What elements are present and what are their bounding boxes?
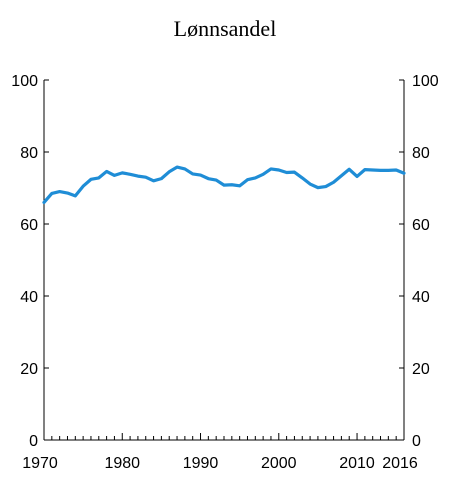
y-tick-label-left: 40 bbox=[20, 289, 38, 306]
y-tick-label-right: 60 bbox=[412, 217, 430, 234]
y-tick-label-left: 0 bbox=[29, 433, 38, 450]
y-tick-label-right: 0 bbox=[412, 433, 421, 450]
x-tick-label: 2000 bbox=[261, 455, 297, 472]
tick-labels: 0 0 20 20 40 40 60 60 80 80 100 100 1970 1980 1990 2000… bbox=[11, 73, 439, 472]
x-tick-label: 1980 bbox=[104, 455, 140, 472]
chart-title: Lønnsandel bbox=[174, 16, 277, 41]
x-tick-label: 2010 bbox=[339, 455, 375, 472]
axes bbox=[43, 80, 405, 441]
y-tick-label-left: 80 bbox=[20, 145, 38, 162]
x-tick-label: 2016 bbox=[382, 455, 418, 472]
series-line bbox=[42, 165, 406, 204]
y-tick-label-right: 100 bbox=[412, 73, 439, 90]
tick-marks bbox=[43, 79, 405, 441]
x-tick-label: 1970 bbox=[22, 455, 58, 472]
y-tick-label-right: 20 bbox=[412, 361, 430, 378]
y-tick-label-left: 100 bbox=[11, 73, 38, 90]
x-tick-label: 1990 bbox=[183, 455, 219, 472]
y-tick-label-right: 40 bbox=[412, 289, 430, 306]
series-layer bbox=[42, 165, 406, 204]
y-tick-label-left: 20 bbox=[20, 361, 38, 378]
y-tick-label-left: 60 bbox=[20, 217, 38, 234]
y-tick-label-right: 80 bbox=[412, 145, 430, 162]
